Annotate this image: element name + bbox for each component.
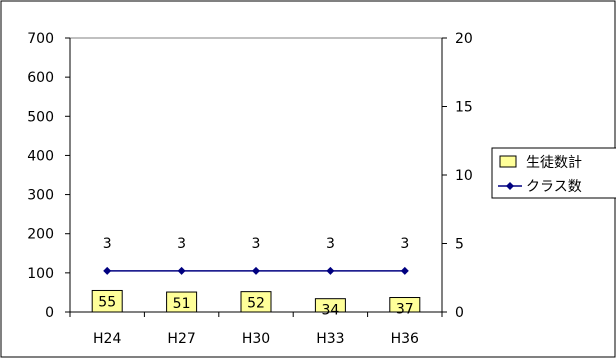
line-value-label: 3 [252, 236, 261, 252]
bar-value-label: 37 [396, 302, 414, 318]
left-tick-label: 200 [27, 227, 54, 243]
legend-line-marker [506, 182, 514, 190]
legend: 生徒数計 クラス数 [491, 147, 616, 199]
right-axis: 0 5 10 15 20 [441, 31, 473, 321]
left-tick-label: 300 [27, 188, 54, 204]
right-tick-label: 10 [455, 168, 473, 184]
bar [166, 291, 198, 313]
x-tick-label: H24 [93, 331, 121, 347]
left-axis: 0 100 200 300 400 500 600 700 [27, 31, 71, 321]
right-tick-label: 20 [455, 31, 473, 47]
bar-value-label: 34 [321, 303, 339, 319]
bar-value-label: 55 [98, 294, 116, 310]
bar [389, 297, 421, 313]
line-point [103, 266, 112, 275]
left-tick-label: 400 [27, 148, 54, 164]
line-series: 3 3 3 3 3 [103, 236, 409, 275]
left-tick-label: 0 [45, 305, 54, 321]
left-tick-label: 500 [27, 109, 54, 125]
right-tick-label: 15 [455, 100, 473, 116]
bar [91, 289, 123, 313]
left-tick-label: 700 [27, 31, 54, 47]
x-tick-label: H36 [391, 331, 419, 347]
bar-value-label: 52 [247, 296, 265, 312]
line-point [326, 266, 335, 275]
legend-bar-swatch [499, 155, 517, 168]
right-tick-label: 5 [455, 237, 464, 253]
line-value-label: 3 [103, 236, 112, 252]
bar-value-label: 51 [173, 296, 191, 312]
left-tick-label: 600 [27, 70, 54, 86]
x-axis: H24 H27 H30 H33 H36 [69, 311, 443, 347]
x-tick-label: H27 [167, 331, 195, 347]
line-point [252, 266, 260, 275]
x-tick-label: H33 [316, 331, 344, 347]
legend-line-label: クラス数 [526, 179, 582, 195]
right-tick-label: 0 [455, 305, 464, 321]
bar-series: 55 51 52 34 37 [91, 289, 421, 319]
bar [240, 291, 272, 313]
line-value-label: 3 [177, 236, 186, 252]
plot-area [69, 37, 443, 313]
legend-bar-label: 生徒数計 [526, 155, 582, 171]
x-tick-label: H30 [242, 331, 270, 347]
line-value-label: 3 [400, 236, 409, 252]
line-point [400, 266, 409, 275]
bar [314, 298, 346, 313]
line-point [177, 266, 186, 275]
left-tick-label: 100 [27, 266, 54, 282]
line-value-label: 3 [326, 236, 335, 252]
